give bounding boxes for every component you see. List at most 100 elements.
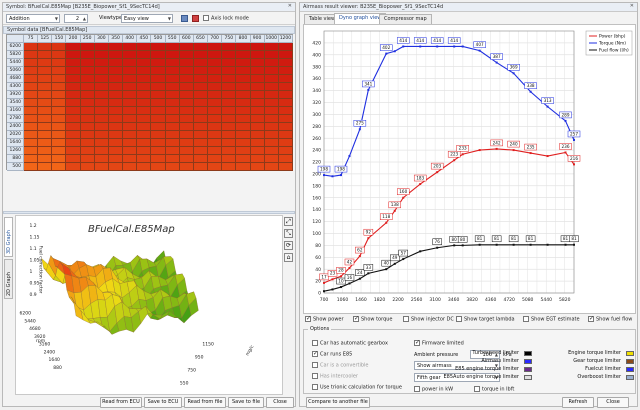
map-cell[interactable] [66, 59, 81, 67]
map-cell[interactable] [137, 115, 152, 123]
map-cell[interactable] [151, 115, 166, 123]
column-header[interactable]: 400 [123, 35, 138, 43]
map-cell[interactable] [123, 131, 138, 139]
map-cell[interactable] [208, 99, 223, 107]
map-cell[interactable] [179, 147, 194, 155]
map-cell[interactable] [222, 67, 237, 75]
map-cell[interactable] [179, 163, 194, 171]
option-checkbox[interactable]: Firmware limited [414, 339, 464, 348]
map-cell[interactable] [24, 43, 39, 51]
map-cell[interactable] [151, 91, 166, 99]
map-cell[interactable] [80, 147, 95, 155]
map-cell[interactable] [66, 163, 81, 171]
tab-compressor-map[interactable]: Compressor map [379, 14, 432, 24]
map-cell[interactable] [94, 51, 109, 59]
map-cell[interactable] [236, 59, 251, 67]
map-cell[interactable] [108, 43, 124, 51]
map-cell[interactable] [264, 51, 279, 59]
map-cell[interactable] [38, 75, 53, 83]
tab-2d-graph[interactable]: 2D Graph [4, 259, 13, 299]
map-cell[interactable] [108, 107, 124, 115]
zoom-in-icon[interactable]: ⤢ [284, 217, 293, 226]
map-cell[interactable] [278, 115, 293, 123]
map-cell[interactable] [208, 139, 223, 147]
map-cell[interactable] [66, 43, 81, 51]
show-option-checkbox[interactable]: Show power [305, 315, 344, 324]
operation-select[interactable]: Addition ▼ [6, 14, 60, 23]
map-cell[interactable] [264, 147, 279, 155]
map-cell[interactable] [80, 51, 95, 59]
map-cell[interactable] [193, 59, 209, 67]
map-cell[interactable] [278, 83, 293, 91]
option-checkbox[interactable]: torque in lbft [474, 386, 514, 394]
map-cell[interactable] [193, 123, 209, 131]
map-cell[interactable] [38, 83, 53, 91]
map-table[interactable]: 75 125 150 200 250 300 350 400 450 500 550 600 650 70… [6, 34, 293, 171]
map-cell[interactable] [278, 67, 293, 75]
map-cell[interactable] [208, 115, 223, 123]
map-cell[interactable] [137, 75, 152, 83]
map-cell[interactable] [108, 155, 124, 163]
map-cell[interactable] [193, 43, 209, 51]
map-cell[interactable] [165, 163, 180, 171]
map-cell[interactable] [264, 123, 279, 131]
map-cell[interactable] [278, 155, 293, 163]
map-cell[interactable] [52, 51, 67, 59]
map-cell[interactable] [179, 107, 194, 115]
map-cell[interactable] [193, 163, 209, 171]
map-cell[interactable] [52, 155, 67, 163]
map-cell[interactable] [208, 83, 223, 91]
map-cell[interactable] [108, 99, 124, 107]
map-cell[interactable] [137, 83, 152, 91]
map-cell[interactable] [236, 83, 251, 91]
map-cell[interactable] [250, 59, 265, 67]
map-cell[interactable] [222, 155, 237, 163]
zoom-out-icon[interactable]: ⤡ [284, 229, 293, 238]
map-cell[interactable] [165, 115, 180, 123]
row-header[interactable]: 500 [7, 163, 24, 171]
gear-select[interactable]: Fifth gear ▼ [414, 373, 500, 382]
row-header[interactable]: 3540 [7, 99, 24, 107]
row-header[interactable]: 2400 [7, 123, 24, 131]
map-cell[interactable] [250, 139, 265, 147]
map-cell[interactable] [123, 43, 138, 51]
map-cell[interactable] [151, 107, 166, 115]
map-cell[interactable] [52, 91, 67, 99]
map-cell[interactable] [179, 91, 194, 99]
map-cell[interactable] [151, 123, 166, 131]
map-cell[interactable] [193, 67, 209, 75]
close-viewer-button[interactable]: Close [597, 397, 629, 408]
column-header[interactable]: 75 [24, 35, 39, 43]
map-cell[interactable] [193, 51, 209, 59]
dyno-graph[interactable]: 0 20 40 60 80 100 120 140 160 180 200 220 240 260 280 3… [303, 24, 636, 314]
map-cell[interactable] [80, 91, 95, 99]
map-cell[interactable] [137, 155, 152, 163]
map-cell[interactable] [193, 99, 209, 107]
map-cell[interactable] [24, 163, 39, 171]
map-cell[interactable] [165, 75, 180, 83]
save-to-file-button[interactable]: Save to file [228, 397, 264, 408]
map-cell[interactable] [108, 67, 124, 75]
column-header[interactable]: 300 [94, 35, 109, 43]
map-cell[interactable] [250, 99, 265, 107]
map-cell[interactable] [179, 51, 194, 59]
map-cell[interactable] [80, 155, 95, 163]
row-header[interactable]: 4300 [7, 83, 24, 91]
option-checkbox[interactable]: Car is a convertible [312, 362, 369, 370]
map-cell[interactable] [278, 75, 293, 83]
map-cell[interactable] [165, 99, 180, 107]
map-cell[interactable] [52, 115, 67, 123]
map-cell[interactable] [24, 131, 39, 139]
map-cell[interactable] [137, 43, 152, 51]
map-cell[interactable] [222, 123, 237, 131]
map-cell[interactable] [222, 59, 237, 67]
map-cell[interactable] [94, 59, 109, 67]
row-header[interactable]: 6200 [7, 43, 24, 51]
map-cell[interactable] [236, 67, 251, 75]
map-cell[interactable] [193, 91, 209, 99]
map-cell[interactable] [38, 163, 53, 171]
map-cell[interactable] [38, 43, 53, 51]
map-cell[interactable] [123, 139, 138, 147]
map-cell[interactable] [165, 83, 180, 91]
map-cell[interactable] [222, 115, 237, 123]
